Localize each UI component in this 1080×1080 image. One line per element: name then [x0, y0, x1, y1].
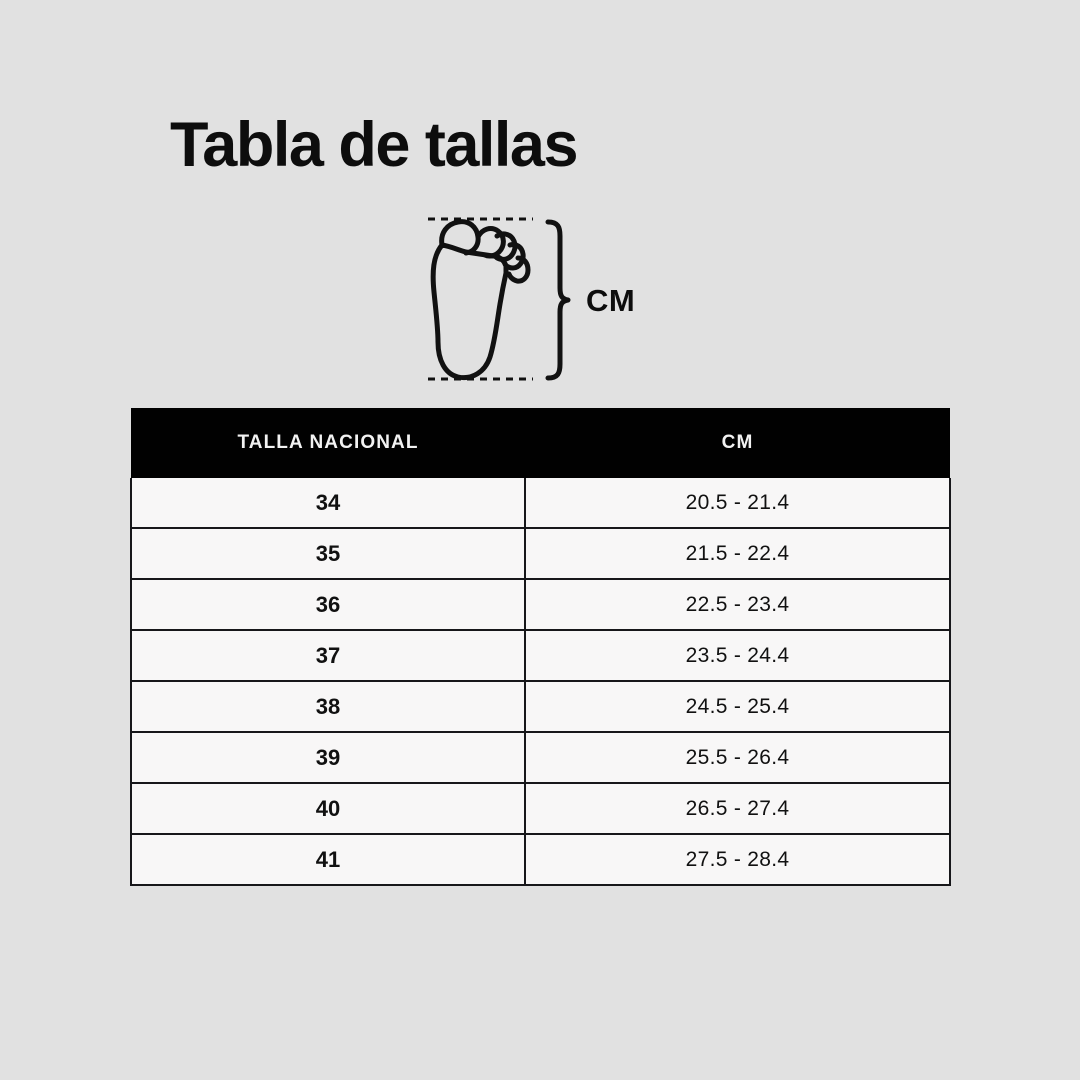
page-title: Tabla de tallas — [170, 110, 579, 180]
table-row: 34 20.5 - 21.4 — [130, 478, 951, 529]
cell-cm: 23.5 - 24.4 — [524, 629, 951, 682]
cell-cm: 21.5 - 22.4 — [524, 527, 951, 580]
column-header-cm: CM — [525, 408, 950, 478]
cell-talla-nacional: 41 — [130, 833, 526, 886]
cell-cm: 25.5 - 26.4 — [524, 731, 951, 784]
cell-cm: 26.5 - 27.4 — [524, 782, 951, 835]
cell-talla-nacional: 37 — [130, 629, 526, 682]
cell-cm: 24.5 - 25.4 — [524, 680, 951, 733]
table-row: 37 23.5 - 24.4 — [130, 629, 951, 682]
table-row: 40 26.5 - 27.4 — [130, 782, 951, 835]
diagram-unit-label: CM — [586, 283, 636, 318]
cell-cm: 27.5 - 28.4 — [524, 833, 951, 886]
table-header-row: TALLA NACIONAL CM — [131, 408, 950, 478]
size-chart-table: TALLA NACIONAL CM 34 20.5 - 21.4 35 21.5 - … — [130, 408, 951, 886]
column-header-talla-nacional: TALLA NACIONAL — [131, 408, 525, 478]
table-row: 41 27.5 - 28.4 — [130, 833, 951, 886]
cell-talla-nacional: 40 — [130, 782, 526, 835]
cell-cm: 20.5 - 21.4 — [524, 478, 951, 529]
cell-talla-nacional: 34 — [130, 478, 526, 529]
foot-measurement-diagram: CM — [400, 200, 700, 400]
cell-cm: 22.5 - 23.4 — [524, 578, 951, 631]
table-header: TALLA NACIONAL CM — [131, 408, 950, 478]
table-body: 34 20.5 - 21.4 35 21.5 - 22.4 36 22.5 - 23.4 3… — [130, 478, 951, 886]
footprint-sole-outline-icon — [430, 219, 531, 381]
cell-talla-nacional: 38 — [130, 680, 526, 733]
foot-diagram-svg — [428, 217, 571, 381]
table-row: 36 22.5 - 23.4 — [130, 578, 951, 631]
cell-talla-nacional: 36 — [130, 578, 526, 631]
curly-brace-icon — [545, 219, 571, 381]
cell-talla-nacional: 35 — [130, 527, 526, 580]
table-row: 39 25.5 - 26.4 — [130, 731, 951, 784]
table-row: 38 24.5 - 25.4 — [130, 680, 951, 733]
cell-talla-nacional: 39 — [130, 731, 526, 784]
table-row: 35 21.5 - 22.4 — [130, 527, 951, 580]
